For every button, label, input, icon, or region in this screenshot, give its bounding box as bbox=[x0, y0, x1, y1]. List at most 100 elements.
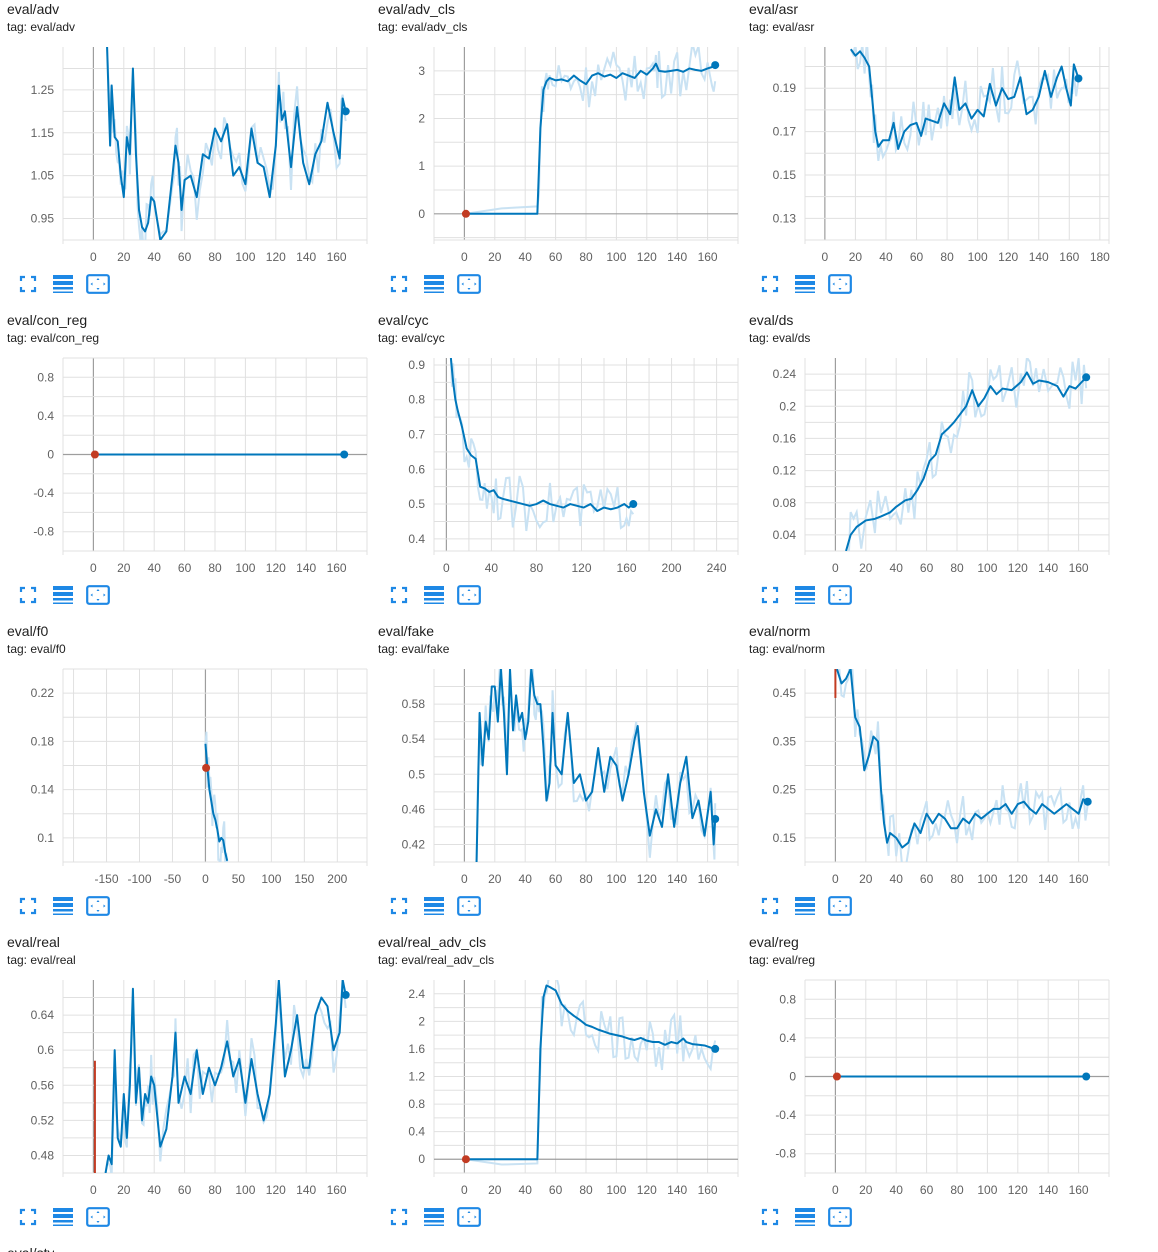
grid bbox=[804, 979, 1110, 1177]
fullscreen-button[interactable] bbox=[758, 583, 782, 607]
fit-domain-button[interactable] bbox=[828, 583, 852, 607]
end-point-marker bbox=[1074, 74, 1083, 83]
card-title: eval/f0 bbox=[7, 623, 49, 639]
toggle-log-scale-button[interactable] bbox=[51, 1205, 75, 1229]
start-point-marker bbox=[461, 1155, 470, 1164]
svg-text:60: 60 bbox=[920, 872, 934, 886]
toggle-log-scale-button[interactable] bbox=[422, 583, 446, 607]
fit-domain-button[interactable] bbox=[457, 1205, 481, 1229]
svg-text:100: 100 bbox=[968, 250, 988, 264]
svg-text:0.08: 0.08 bbox=[773, 496, 797, 510]
fullscreen-button[interactable] bbox=[16, 894, 40, 918]
svg-text:0.4: 0.4 bbox=[779, 1031, 796, 1045]
svg-text:160: 160 bbox=[698, 250, 718, 264]
grid bbox=[433, 358, 739, 555]
fit-domain-button[interactable] bbox=[457, 272, 481, 296]
fullscreen-button[interactable] bbox=[16, 272, 40, 296]
fullscreen-button[interactable] bbox=[16, 583, 40, 607]
fit-domain-button[interactable] bbox=[457, 894, 481, 918]
svg-text:20: 20 bbox=[488, 1183, 502, 1197]
svg-text:160: 160 bbox=[327, 561, 347, 575]
svg-text:140: 140 bbox=[1038, 561, 1058, 575]
card-tag: tag: eval/adv bbox=[7, 20, 76, 34]
fit-domain-button[interactable] bbox=[86, 894, 110, 918]
fit-domain-button[interactable] bbox=[86, 583, 110, 607]
fit-domain-button[interactable] bbox=[457, 583, 481, 607]
toggle-log-scale-button[interactable] bbox=[793, 894, 817, 918]
fit-domain-button[interactable] bbox=[828, 272, 852, 296]
series bbox=[204, 731, 229, 862]
svg-text:0.54: 0.54 bbox=[402, 732, 426, 746]
fullscreen-button[interactable] bbox=[758, 272, 782, 296]
line-chart[interactable]: 0.1 0.14 0.18 0.22 -150 -100 -50 0 50 100 150 200 bbox=[0, 622, 371, 892]
fullscreen-button[interactable] bbox=[758, 1205, 782, 1229]
fullscreen-button[interactable] bbox=[387, 272, 411, 296]
scalar-card: eval/fake tag: eval/fake 0.42 0.46 0.5 0.54 0.… bbox=[371, 622, 742, 933]
svg-text:0.15: 0.15 bbox=[773, 831, 797, 845]
card-toolbar bbox=[387, 1205, 492, 1229]
fullscreen-button[interactable] bbox=[16, 1205, 40, 1229]
svg-text:40: 40 bbox=[519, 250, 533, 264]
grid bbox=[62, 668, 368, 866]
svg-text:1.6: 1.6 bbox=[408, 1042, 425, 1056]
card-title: eval/real bbox=[7, 934, 60, 950]
svg-text:-0.4: -0.4 bbox=[775, 1108, 796, 1122]
line-chart[interactable]: 0.13 0.15 0.17 0.19 0 20 40 60 80 100 120 140 160 180 bbox=[742, 0, 1113, 270]
svg-text:0.4: 0.4 bbox=[37, 409, 54, 423]
card-tag: tag: eval/reg bbox=[749, 953, 816, 967]
series bbox=[834, 669, 1089, 862]
axis-labels: 0.4 0.5 0.6 0.7 0.8 0.9 0 40 80 120 160 200 240 bbox=[408, 358, 727, 575]
axis-labels: 0 0.4 0.8 1.2 1.6 2 2.4 0 20 40 60 80 100 120 140 160 bbox=[408, 987, 718, 1197]
svg-text:140: 140 bbox=[667, 250, 687, 264]
fit-to-data-icon bbox=[457, 585, 481, 605]
svg-text:80: 80 bbox=[940, 250, 954, 264]
grid bbox=[62, 980, 368, 1177]
svg-text:140: 140 bbox=[1038, 872, 1058, 886]
fullscreen-button[interactable] bbox=[387, 894, 411, 918]
svg-text:160: 160 bbox=[1059, 250, 1079, 264]
fullscreen-icon bbox=[19, 1208, 37, 1226]
fullscreen-icon bbox=[390, 275, 408, 293]
line-chart[interactable]: 0 0.4 0.8 1.2 1.6 2 2.4 0 20 40 60 80 100 120 140 160 bbox=[371, 933, 742, 1203]
fit-to-data-icon bbox=[457, 274, 481, 294]
fit-domain-button[interactable] bbox=[828, 1205, 852, 1229]
line-chart[interactable]: -0.8 -0.4 0 0.4 0.8 0 20 40 60 80 100 120 140 160 bbox=[742, 933, 1113, 1203]
fit-domain-button[interactable] bbox=[86, 272, 110, 296]
line-chart[interactable]: 0.95 1.05 1.15 1.25 0 20 40 60 80 100 120 140 160 bbox=[0, 0, 371, 270]
toggle-log-scale-button[interactable] bbox=[793, 583, 817, 607]
line-chart[interactable]: 0.48 0.52 0.56 0.6 0.64 0 20 40 60 80 100 120 140 160 bbox=[0, 933, 371, 1203]
line-chart[interactable]: 0 1 2 3 0 20 40 60 80 100 120 140 160 bbox=[371, 0, 742, 270]
toggle-log-scale-button[interactable] bbox=[422, 1205, 446, 1229]
svg-text:80: 80 bbox=[208, 561, 222, 575]
toggle-log-scale-button[interactable] bbox=[793, 272, 817, 296]
toggle-log-scale-button[interactable] bbox=[51, 583, 75, 607]
toggle-log-scale-button[interactable] bbox=[793, 1205, 817, 1229]
svg-text:60: 60 bbox=[920, 1183, 934, 1197]
svg-text:-0.8: -0.8 bbox=[33, 525, 54, 539]
svg-text:160: 160 bbox=[1069, 561, 1089, 575]
card-title: eval/norm bbox=[749, 623, 811, 639]
fullscreen-button[interactable] bbox=[387, 1205, 411, 1229]
line-chart[interactable]: 0.15 0.25 0.35 0.45 0 20 40 60 80 100 120 140 160 bbox=[742, 622, 1113, 892]
toggle-log-scale-button[interactable] bbox=[51, 272, 75, 296]
toggle-log-scale-button[interactable] bbox=[422, 894, 446, 918]
card-toolbar bbox=[16, 583, 121, 607]
toggle-log-scale-button[interactable] bbox=[51, 894, 75, 918]
line-chart[interactable]: 0.42 0.46 0.5 0.54 0.58 0 20 40 60 80 100 120 140 160 bbox=[371, 622, 742, 892]
line-chart[interactable]: -0.8 -0.4 0 0.4 0.8 0 20 40 60 80 100 120 140 160 bbox=[0, 311, 371, 581]
toggle-log-scale-button[interactable] bbox=[422, 272, 446, 296]
card-toolbar bbox=[758, 894, 863, 918]
fit-domain-button[interactable] bbox=[828, 894, 852, 918]
fullscreen-button[interactable] bbox=[387, 583, 411, 607]
card-tag: tag: eval/cyc bbox=[378, 331, 445, 345]
lines-icon bbox=[794, 896, 816, 916]
card-title: eval/adv_cls bbox=[378, 1, 456, 17]
line-chart[interactable]: 0.4 0.5 0.6 0.7 0.8 0.9 0 40 80 120 160 200 240 bbox=[371, 311, 742, 581]
fit-domain-button[interactable] bbox=[86, 1205, 110, 1229]
svg-text:40: 40 bbox=[890, 872, 904, 886]
fullscreen-button[interactable] bbox=[758, 894, 782, 918]
svg-text:40: 40 bbox=[890, 561, 904, 575]
line-chart[interactable]: 0.04 0.08 0.12 0.16 0.2 0.24 0 20 40 60 80 100 120 14… bbox=[742, 311, 1113, 581]
svg-text:100: 100 bbox=[977, 561, 997, 575]
svg-text:160: 160 bbox=[1069, 1183, 1089, 1197]
